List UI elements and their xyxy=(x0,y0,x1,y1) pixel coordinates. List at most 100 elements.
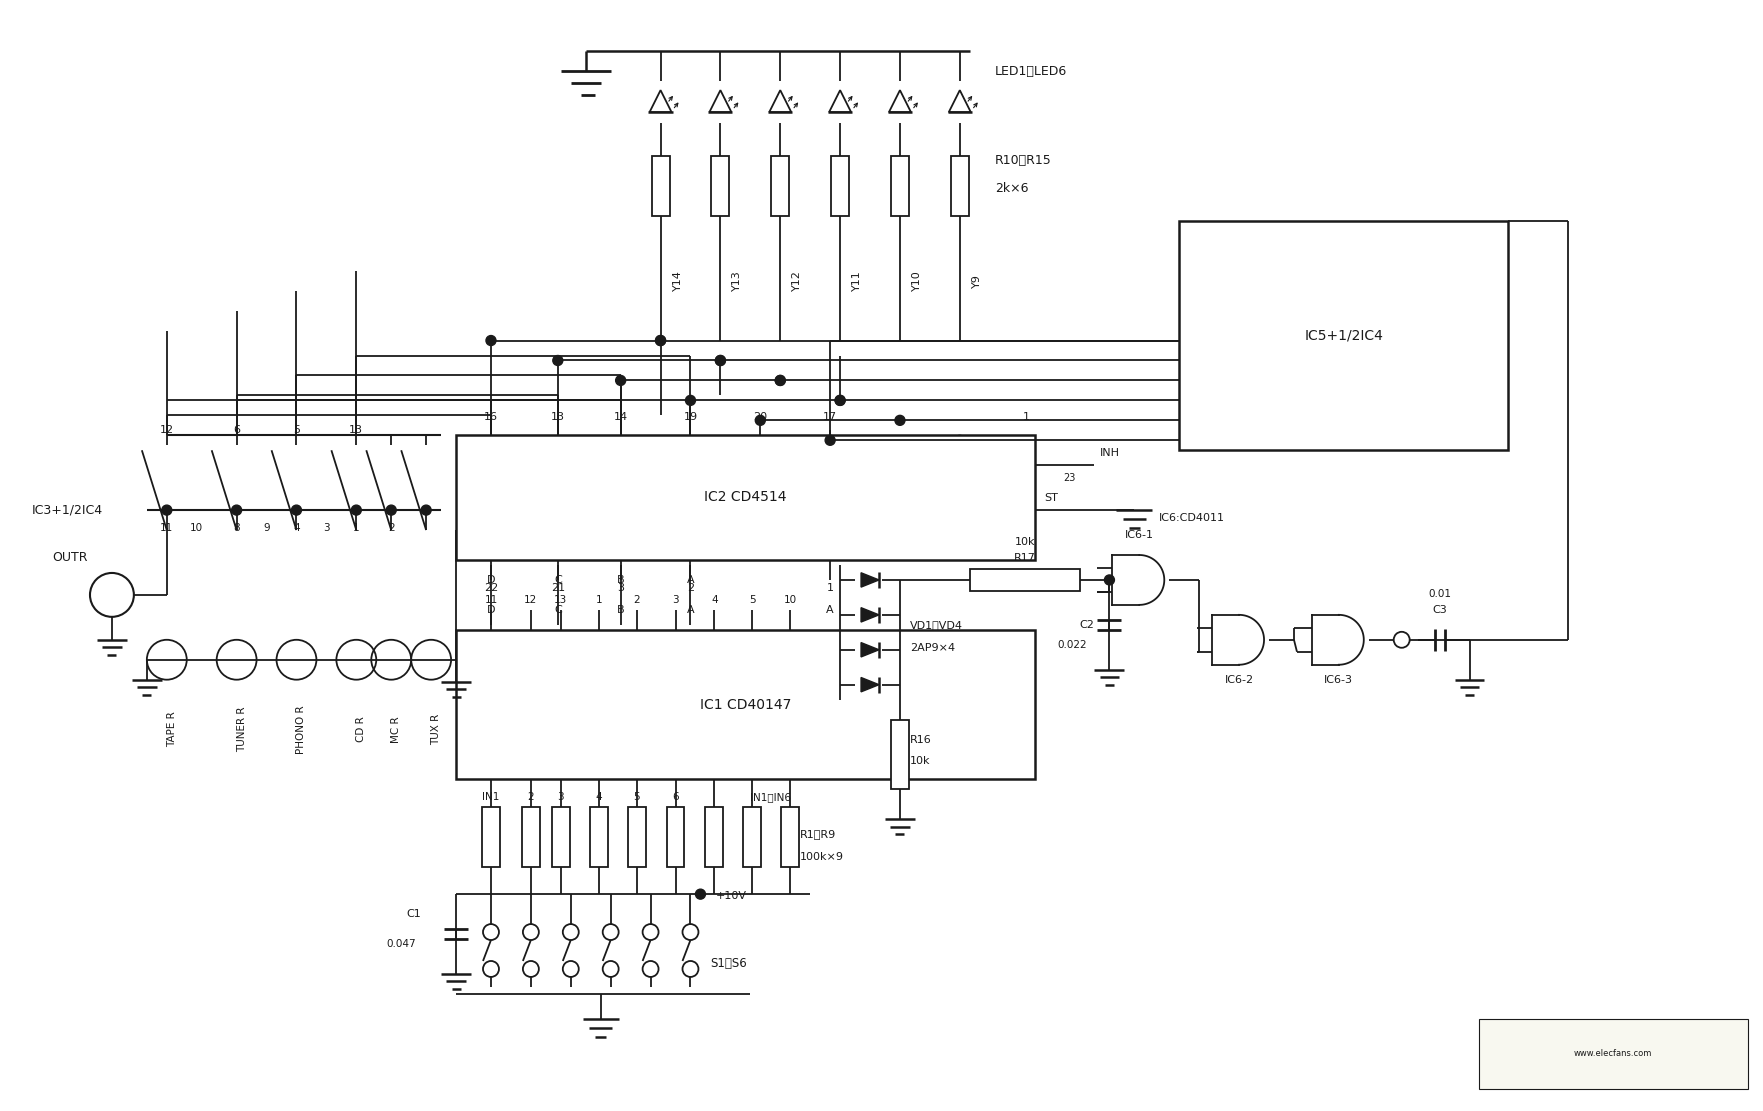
Text: 3: 3 xyxy=(557,792,564,802)
Text: C: C xyxy=(554,574,562,584)
Circle shape xyxy=(421,506,432,516)
Text: 9: 9 xyxy=(263,523,270,533)
Text: 100k×9: 100k×9 xyxy=(800,852,844,862)
Bar xyxy=(457,630,1035,780)
Circle shape xyxy=(956,436,964,446)
Circle shape xyxy=(1104,575,1114,584)
Text: 11: 11 xyxy=(160,523,173,533)
Bar xyxy=(628,808,645,868)
Circle shape xyxy=(162,506,171,516)
Text: www.elecfans.com: www.elecfans.com xyxy=(1574,1049,1652,1059)
Text: IN1: IN1 xyxy=(483,792,499,802)
Bar xyxy=(781,808,799,868)
Text: A: A xyxy=(827,604,834,614)
Text: B: B xyxy=(617,604,624,614)
Text: 5: 5 xyxy=(749,594,756,604)
Text: TUNER R: TUNER R xyxy=(236,707,247,752)
Text: 23: 23 xyxy=(1063,473,1075,483)
Circle shape xyxy=(695,889,705,899)
Bar xyxy=(1479,1019,1747,1089)
Text: 1: 1 xyxy=(1023,412,1030,422)
Text: C: C xyxy=(554,604,562,614)
Circle shape xyxy=(716,356,725,366)
Text: IC5+1/2IC4: IC5+1/2IC4 xyxy=(1305,329,1384,342)
Text: 2: 2 xyxy=(388,523,395,533)
Text: 3: 3 xyxy=(617,583,624,593)
Text: IC2 CD4514: IC2 CD4514 xyxy=(703,490,786,504)
Text: 0.01: 0.01 xyxy=(1428,589,1451,599)
Text: ST: ST xyxy=(1045,493,1058,503)
Bar xyxy=(457,436,1035,560)
Text: Y9: Y9 xyxy=(971,273,982,288)
Text: 20: 20 xyxy=(753,412,767,422)
Text: 10: 10 xyxy=(785,594,797,604)
Text: MC R: MC R xyxy=(391,717,402,743)
Text: 2: 2 xyxy=(633,594,640,604)
Text: Y10: Y10 xyxy=(911,270,922,291)
Bar xyxy=(552,808,569,868)
Text: 6: 6 xyxy=(672,792,679,802)
Text: 2k×6: 2k×6 xyxy=(994,182,1028,196)
Text: 1: 1 xyxy=(596,594,601,604)
Text: Y11: Y11 xyxy=(852,270,862,291)
Bar xyxy=(950,156,970,216)
Circle shape xyxy=(896,416,904,426)
Text: 4: 4 xyxy=(596,792,601,802)
Bar xyxy=(481,808,501,868)
Text: R10～R15: R10～R15 xyxy=(994,154,1051,168)
Circle shape xyxy=(351,506,361,516)
Text: 10k: 10k xyxy=(1014,537,1035,547)
Circle shape xyxy=(656,336,666,346)
Text: TUX R: TUX R xyxy=(432,714,441,745)
Text: Y14: Y14 xyxy=(672,270,682,291)
Bar xyxy=(712,156,730,216)
Text: 0.022: 0.022 xyxy=(1058,640,1088,650)
Circle shape xyxy=(487,336,495,346)
Text: R16: R16 xyxy=(910,734,931,744)
Text: S1～S6: S1～S6 xyxy=(710,958,748,971)
Text: 22: 22 xyxy=(483,583,499,593)
Text: CD R: CD R xyxy=(356,717,367,742)
Text: INH: INH xyxy=(1100,448,1120,458)
Text: 1: 1 xyxy=(353,523,360,533)
Bar xyxy=(890,156,910,216)
Circle shape xyxy=(836,396,844,406)
Text: IC6-1: IC6-1 xyxy=(1125,530,1153,540)
Circle shape xyxy=(836,396,844,406)
Text: 0.047: 0.047 xyxy=(386,939,416,949)
Text: Y12: Y12 xyxy=(792,270,802,291)
Text: +10V: +10V xyxy=(716,891,746,901)
Text: 6: 6 xyxy=(233,426,240,436)
Bar xyxy=(890,720,910,790)
Text: 5: 5 xyxy=(633,792,640,802)
Polygon shape xyxy=(860,608,880,622)
Text: A: A xyxy=(686,574,695,584)
Circle shape xyxy=(615,376,626,386)
Bar xyxy=(770,156,790,216)
Bar xyxy=(652,156,670,216)
Text: 3: 3 xyxy=(323,523,330,533)
Text: 10k: 10k xyxy=(910,757,931,767)
Text: 17: 17 xyxy=(823,412,837,422)
Circle shape xyxy=(291,506,301,516)
Text: R17: R17 xyxy=(1014,553,1035,563)
Text: R1～R9: R1～R9 xyxy=(800,829,836,839)
Text: IC3+1/2IC4: IC3+1/2IC4 xyxy=(32,503,104,517)
Bar xyxy=(705,808,723,868)
Bar xyxy=(744,808,762,868)
Circle shape xyxy=(554,356,562,366)
Circle shape xyxy=(716,356,725,366)
Bar xyxy=(830,156,850,216)
Text: 8: 8 xyxy=(233,523,240,533)
Text: 16: 16 xyxy=(485,412,497,422)
Text: LED1～LED6: LED1～LED6 xyxy=(994,64,1067,78)
Polygon shape xyxy=(860,678,880,692)
Text: Y13: Y13 xyxy=(732,270,742,291)
Text: IN1～IN6: IN1～IN6 xyxy=(749,792,792,802)
Text: 11: 11 xyxy=(485,594,497,604)
Text: 3: 3 xyxy=(672,594,679,604)
Text: C3: C3 xyxy=(1432,604,1447,614)
Text: VD1～VD4: VD1～VD4 xyxy=(910,620,963,630)
Circle shape xyxy=(656,336,666,346)
Text: PHONO R: PHONO R xyxy=(296,705,307,754)
